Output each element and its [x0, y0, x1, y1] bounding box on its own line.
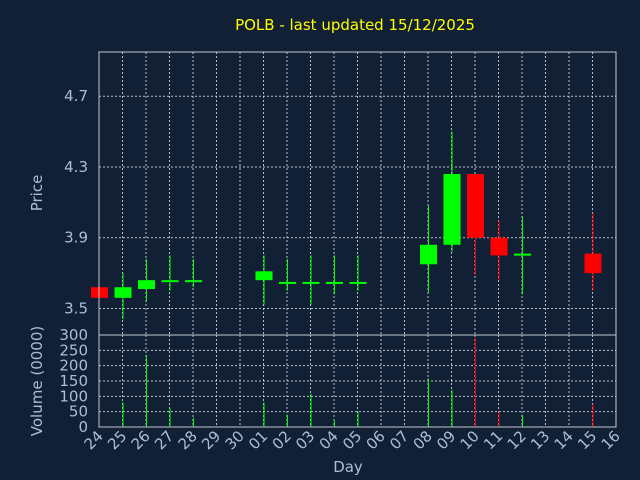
price-tick-label: 4.3 — [64, 158, 88, 176]
x-axis-label: Day — [333, 458, 363, 476]
price-tick-label: 3.5 — [64, 299, 88, 317]
x-tick-labels: 2425262728293001020304050607080910111213… — [81, 427, 624, 453]
volume-tick-label: 250 — [59, 341, 88, 359]
volume-tick-label: 0 — [78, 418, 88, 436]
chart-title: POLB - last updated 15/12/2025 — [235, 16, 475, 34]
volume-bars — [122, 338, 594, 427]
price-tick-label: 4.7 — [64, 87, 88, 105]
price-tick-labels: 3.5 3.9 4.3 4.7 — [64, 87, 88, 317]
candle-body-28 — [185, 280, 202, 283]
candle-body-12 — [514, 253, 531, 256]
candle-body-10 — [467, 174, 484, 238]
candle-body-11 — [490, 237, 508, 256]
candles — [91, 131, 602, 320]
volume-axis-label: Volume (0000) — [28, 326, 46, 436]
candle-body-26 — [138, 280, 155, 290]
volume-tick-label: 100 — [59, 387, 88, 405]
candle-body-25 — [114, 287, 132, 298]
volume-tick-label: 300 — [59, 326, 88, 344]
price-tick-label: 3.9 — [64, 229, 88, 247]
volume-tick-label: 50 — [69, 403, 88, 421]
candle-body-05 — [349, 281, 367, 284]
candle-body-08 — [420, 244, 437, 265]
candle-body-15 — [584, 253, 602, 274]
candle-body-04 — [326, 281, 343, 284]
volume-tick-label: 150 — [59, 372, 88, 390]
candle-body-01 — [255, 271, 273, 281]
volume-tick-label: 200 — [59, 357, 88, 375]
candle-body-03 — [302, 281, 320, 284]
price-axis-label: Price — [28, 175, 46, 212]
candle-body-09 — [443, 174, 461, 245]
candle-body-02 — [279, 281, 296, 284]
candle-body-27 — [161, 280, 179, 283]
volume-panel-frame — [98, 334, 617, 428]
